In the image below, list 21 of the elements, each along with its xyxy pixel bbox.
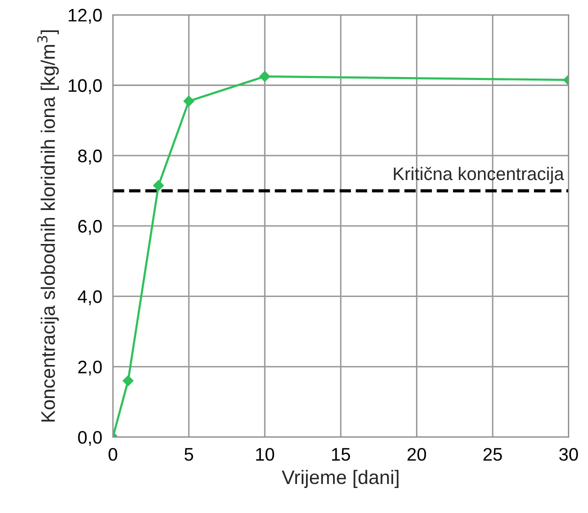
x-tick-label: 10 (256, 448, 274, 461)
ref-line-label: Kritična koncentracija (394, 166, 564, 184)
x-tick-label: 20 (408, 448, 426, 461)
x-tick-label: 0 (108, 448, 118, 461)
y-tick-label: 10,0 (68, 79, 102, 94)
point (122, 375, 134, 386)
x-tick-label: 30 (559, 448, 578, 461)
x-tick-label: 5 (184, 448, 194, 461)
point (183, 96, 194, 107)
y-tick-label: 4,0 (78, 290, 102, 306)
y-tick-label: 12,0 (68, 8, 102, 24)
x-tick-label: 25 (484, 448, 502, 461)
y-tick-label: 0,0 (78, 431, 102, 446)
point (259, 71, 270, 82)
y-tick-label: 8,0 (78, 150, 102, 164)
point (153, 180, 164, 191)
x-tick-label: 15 (332, 448, 350, 461)
y-tick-label: 2,0 (78, 360, 102, 376)
y-tick-label: 6,0 (78, 220, 102, 235)
y-axis-title: Koncentracija slobodnih kloridnih iona [kg/m$^{3}$] (37, 30, 59, 422)
x-axis-title: Vrijeme [dani] (282, 470, 398, 488)
